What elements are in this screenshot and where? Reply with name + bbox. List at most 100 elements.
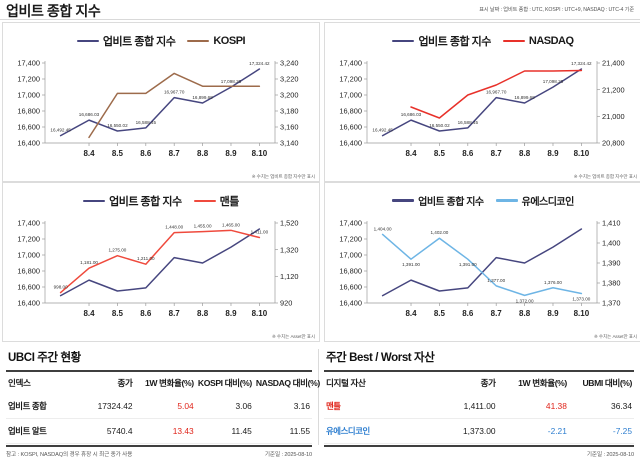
svg-text:1,410: 1,410 — [602, 219, 621, 228]
best-worst-table: 주간 Best / Worst 자산 디지털 자산 종가 1W 변화율(%) U… — [318, 345, 640, 458]
column-header-change: 1W 변화율(%) — [518, 378, 567, 388]
svg-text:1,181.00: 1,181.00 — [80, 260, 98, 265]
cell-change: 13.43 — [134, 418, 196, 444]
cell-asset-name: 맨틀 — [324, 394, 430, 419]
cell-vs-nasdaq: 11.55 — [253, 418, 312, 444]
column-header-vs-nasdaq: NASDAQ 대비(%) — [255, 378, 320, 388]
svg-text:16,588.45: 16,588.45 — [458, 120, 479, 125]
svg-text:17,200: 17,200 — [17, 235, 40, 244]
header-divider — [0, 19, 640, 20]
svg-text:1,411.00: 1,411.00 — [251, 230, 269, 235]
svg-text:17,000: 17,000 — [339, 91, 362, 100]
svg-text:8.10: 8.10 — [252, 149, 268, 158]
column-header-asset: 디지털 자산 — [326, 378, 366, 388]
svg-text:16,800: 16,800 — [339, 267, 362, 276]
svg-text:17,400: 17,400 — [339, 219, 362, 228]
svg-text:17,324.42: 17,324.42 — [249, 61, 270, 66]
chart-legend: 업비트 종합 지수 KOSPI — [3, 33, 319, 49]
page-header: 업비트 종합 지수 표시 날짜 : 업비트 종합 : UTC, KOSPI : … — [0, 0, 640, 20]
table-note: 참고 : KOSPI, NASDAQ의 경우 휴장 시 최근 종가 사용 — [6, 451, 133, 458]
svg-text:8.7: 8.7 — [491, 149, 503, 158]
page-title: 업비트 종합 지수 — [6, 3, 101, 19]
legend-item-usdcoin: 유에스디코인 — [495, 193, 575, 208]
svg-text:8.9: 8.9 — [547, 149, 559, 158]
legend-item-mantle: 맨틀 — [193, 193, 240, 209]
table-top-rule — [6, 370, 312, 372]
svg-text:8.4: 8.4 — [405, 309, 417, 318]
chart-legend: 업비트 종합 지수 맨틀 — [3, 193, 319, 209]
tables-divider — [318, 349, 319, 445]
cell-change: 5.04 — [134, 394, 196, 419]
svg-text:21,400: 21,400 — [602, 59, 625, 68]
svg-text:3,240: 3,240 — [280, 59, 299, 68]
svg-text:1,465.00: 1,465.00 — [222, 222, 240, 227]
legend-swatch-ubci — [392, 39, 415, 43]
cell-vs-kospi: 11.45 — [195, 418, 254, 444]
svg-text:21,200: 21,200 — [602, 85, 625, 94]
svg-text:17,400: 17,400 — [17, 59, 40, 68]
svg-text:17,098.26: 17,098.26 — [221, 79, 242, 84]
svg-text:8.6: 8.6 — [140, 149, 152, 158]
svg-text:1,275.00: 1,275.00 — [108, 248, 126, 253]
svg-text:8.10: 8.10 — [574, 149, 590, 158]
svg-text:21,000: 21,000 — [602, 112, 625, 121]
legend-label-kospi: KOSPI — [213, 35, 246, 47]
svg-text:17,200: 17,200 — [339, 235, 362, 244]
svg-text:1,370: 1,370 — [602, 299, 621, 308]
svg-text:8.9: 8.9 — [547, 309, 559, 318]
svg-text:8.7: 8.7 — [491, 309, 503, 318]
plot-area: 16,400 16,600 16,800 17,000 17,200 17,400 920 1… — [3, 211, 319, 327]
table-top-rule — [324, 370, 634, 372]
plot-area: 16,400 16,600 16,800 17,000 17,200 17,400 1,37… — [325, 211, 640, 327]
svg-text:998.00: 998.00 — [54, 285, 68, 290]
svg-text:16,588.45: 16,588.45 — [136, 120, 157, 125]
chart-footnote: ※ 수치는 Asset만 표시 — [593, 334, 637, 339]
svg-text:3,220: 3,220 — [280, 75, 299, 84]
chart-legend: 업비트 종합 지수 NASDAQ — [325, 33, 640, 49]
svg-text:16,400: 16,400 — [339, 139, 362, 148]
svg-text:3,200: 3,200 — [280, 91, 299, 100]
svg-text:16,600: 16,600 — [339, 123, 362, 132]
table-footer: 참고 : KOSPI, NASDAQ의 경우 휴장 시 최근 종가 사용 기준일… — [6, 447, 312, 458]
cell-close: 17324.42 — [79, 394, 135, 419]
svg-text:8.9: 8.9 — [225, 309, 237, 318]
legend-label-usdcoin: 유에스디코인 — [521, 197, 575, 208]
svg-text:8.6: 8.6 — [140, 309, 152, 318]
column-header-vs-ubmi: UBMI 대비(%) — [582, 378, 632, 388]
legend-item-ubci: 업비트 종합 지수 — [83, 193, 182, 209]
svg-text:16,492.45: 16,492.45 — [372, 128, 393, 133]
svg-text:16,600: 16,600 — [17, 123, 40, 132]
cell-vs-nasdaq: 3.16 — [253, 394, 312, 419]
svg-text:16,967.70: 16,967.70 — [486, 90, 507, 95]
svg-text:8.4: 8.4 — [83, 149, 95, 158]
svg-text:16,800: 16,800 — [17, 267, 40, 276]
chart-ubci-usdcoin: 업비트 종합 지수 유에스디코인 16,400 16,600 16,800 17,00… — [324, 182, 640, 342]
svg-text:8.4: 8.4 — [405, 149, 417, 158]
svg-text:3,160: 3,160 — [280, 123, 299, 132]
chart-ubci-mantle: 업비트 종합 지수 맨틀 16,400 16,600 16,800 17,000 17,… — [2, 182, 320, 342]
svg-text:1,400: 1,400 — [602, 239, 621, 248]
legend-swatch-ubci — [392, 199, 415, 202]
legend-item-kospi: KOSPI — [187, 35, 246, 47]
svg-text:8.7: 8.7 — [169, 309, 181, 318]
svg-text:16,550.02: 16,550.02 — [429, 123, 450, 128]
svg-text:16,967.70: 16,967.70 — [164, 90, 185, 95]
table-header-row: 인덱스 종가 1W 변화율(%) KOSPI 대비(%) NASDAQ 대비(%… — [6, 372, 320, 394]
legend-item-ubci: 업비트 종합 지수 — [392, 33, 491, 49]
svg-text:8.8: 8.8 — [197, 149, 209, 158]
svg-text:8.5: 8.5 — [434, 309, 446, 318]
plot-area: 16,400 16,600 16,800 17,000 17,200 17,400 3,14… — [3, 51, 319, 167]
svg-text:16,550.02: 16,550.02 — [107, 123, 128, 128]
svg-text:8.8: 8.8 — [519, 149, 531, 158]
svg-text:16,899.69: 16,899.69 — [514, 95, 535, 100]
table-footer: 기준일 : 2025-08-10 — [324, 447, 634, 458]
svg-text:1,448.00: 1,448.00 — [165, 225, 183, 230]
legend-label-mantle: 맨틀 — [219, 196, 240, 208]
svg-text:1,372.00: 1,372.00 — [516, 298, 534, 303]
legend-swatch-nasdaq — [502, 39, 525, 43]
table-row: 맨틀 1,411.00 41.38 36.34 — [324, 394, 634, 419]
svg-text:17,000: 17,000 — [339, 251, 362, 260]
table-row: 업비트 알트 5740.4 13.43 11.45 11.55 — [6, 418, 312, 444]
column-header-index: 인덱스 — [8, 378, 31, 388]
